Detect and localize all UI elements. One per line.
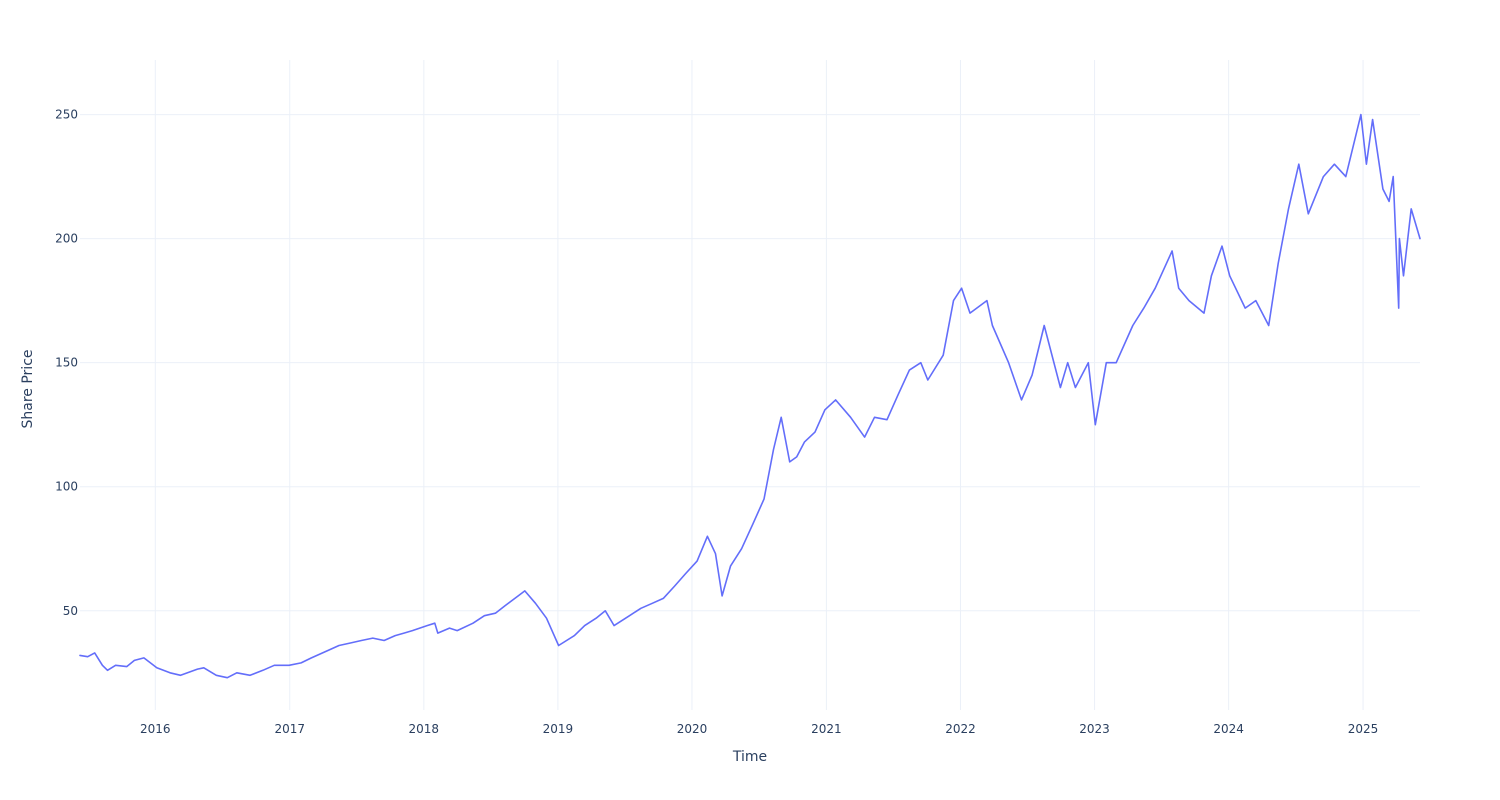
x-tick-label: 2016	[140, 722, 171, 736]
series-layer	[79, 113, 1421, 679]
y-tick-label: 50	[63, 604, 78, 618]
y-axis-ticks: 50 100 150 200 250	[55, 108, 78, 618]
x-tick-label: 2018	[409, 722, 440, 736]
x-tick-label: 2023	[1079, 722, 1110, 736]
y-axis-title: Share Price	[20, 349, 36, 428]
grid	[80, 60, 1420, 710]
y-tick-label: 250	[55, 108, 78, 122]
x-tick-label: 2021	[811, 722, 842, 736]
x-axis-title: Time	[732, 749, 767, 765]
x-tick-label: 2020	[677, 722, 708, 736]
y-tick-label: 200	[55, 232, 78, 246]
x-tick-label: 2017	[274, 722, 305, 736]
x-tick-label: 2019	[543, 722, 574, 736]
y-tick-label: 100	[55, 480, 78, 494]
price-series-line	[79, 113, 1421, 679]
x-axis-ticks: 2016 2017 2018 2019 2020 2021 2022 2023 2024 2025	[140, 722, 1378, 736]
x-tick-label: 2024	[1213, 722, 1244, 736]
y-tick-label: 150	[55, 356, 78, 370]
x-tick-label: 2022	[945, 722, 976, 736]
x-tick-label: 2025	[1348, 722, 1379, 736]
